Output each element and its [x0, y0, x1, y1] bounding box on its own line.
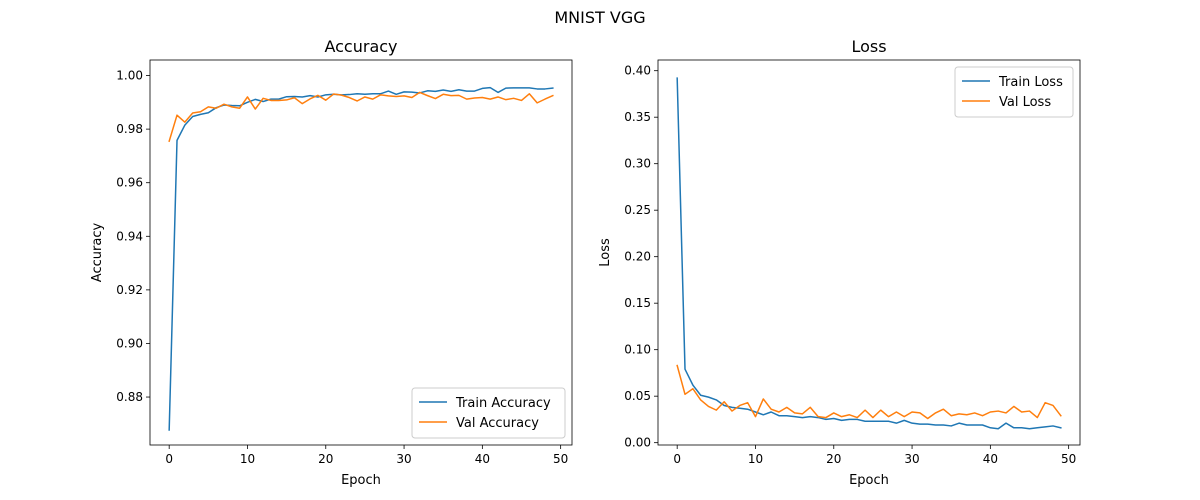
accuracy-xtick-label: 10	[240, 452, 255, 466]
accuracy-xtick-label: 50	[553, 452, 568, 466]
loss-ytick-label: 0.35	[624, 110, 651, 124]
loss-xtick-label: 20	[826, 452, 841, 466]
accuracy-xtick-label: 40	[475, 452, 490, 466]
loss-xaxis-label: Epoch	[849, 473, 889, 488]
loss-yaxis-label: Loss	[598, 238, 613, 267]
accuracy-legend-label: Train Accuracy	[455, 396, 551, 411]
loss-ytick-label: 0.20	[624, 250, 651, 264]
loss-legend-label: Train Loss	[998, 75, 1063, 90]
accuracy-legend: Train Accuracy Val Accuracy	[411, 387, 566, 439]
loss-ytick-label: 0.40	[624, 64, 651, 78]
accuracy-yaxis-label: Accuracy	[90, 223, 105, 283]
accuracy-ytick-label: 1.00	[116, 69, 143, 83]
accuracy-xtick-label: 20	[318, 452, 333, 466]
figure-suptitle: MNIST VGG	[554, 8, 645, 27]
loss-ytick-label: 0.25	[624, 203, 651, 217]
loss-xtick-label: 10	[748, 452, 763, 466]
accuracy-xtick-label: 30	[396, 452, 411, 466]
loss-ytick-label: 0.30	[624, 157, 651, 171]
loss-axes-frame	[657, 59, 1081, 446]
loss-title: Loss	[851, 37, 886, 56]
loss-series-train-loss-line	[676, 77, 1062, 430]
accuracy-ytick-label: 0.90	[116, 336, 143, 350]
loss-xtick-label: 50	[1061, 452, 1076, 466]
loss-xtick-label: 40	[983, 452, 998, 466]
accuracy-axes-frame	[149, 59, 573, 446]
accuracy-ytick-label: 0.96	[116, 176, 143, 190]
accuracy-legend-label: Val Accuracy	[456, 416, 539, 431]
loss-ytick-label: 0.00	[624, 436, 651, 450]
loss-ytick-label: 0.05	[624, 389, 651, 403]
loss-legend-label: Val Loss	[999, 95, 1051, 110]
accuracy-series-val-accuracy-line	[168, 91, 554, 143]
loss-legend: Train Loss Val Loss	[954, 66, 1074, 118]
accuracy-ytick-label: 0.92	[116, 283, 143, 297]
accuracy-title: Accuracy	[324, 37, 397, 56]
loss-ytick-label: 0.15	[624, 296, 651, 310]
accuracy-legend-frame	[411, 387, 566, 439]
accuracy-xaxis-label: Epoch	[341, 473, 381, 488]
accuracy-ytick-label: 0.88	[116, 390, 143, 404]
accuracy-ytick-label: 0.98	[116, 122, 143, 136]
loss-subplot: Loss 0 10 20 30 40 50 0.00 0.05 0.10 0.15 0.20 0.25 0…	[598, 37, 1081, 488]
accuracy-ytick-label: 0.94	[116, 229, 143, 243]
loss-xtick-label: 0	[673, 452, 681, 466]
accuracy-xtick-label: 0	[165, 452, 173, 466]
loss-ytick-label: 0.10	[624, 343, 651, 357]
accuracy-series-train-accuracy-line	[168, 86, 554, 431]
loss-xtick-label: 30	[904, 452, 919, 466]
accuracy-subplot: Accuracy 0 10 20 30 40 50 0.88 0.90 0.92 0.94 0.96 0…	[90, 37, 573, 488]
loss-series-val-loss-line	[676, 364, 1062, 420]
loss-legend-frame	[954, 66, 1074, 118]
